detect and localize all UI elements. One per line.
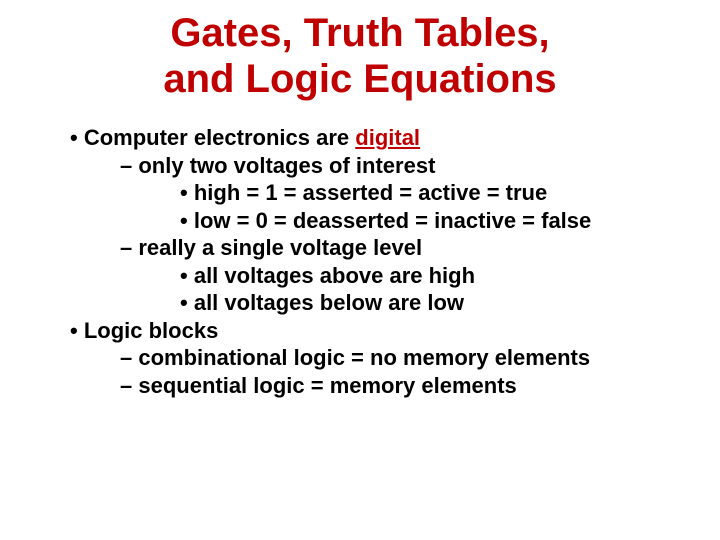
bullet-1-2-text: really a single voltage level [138,235,422,260]
slide: Gates, Truth Tables, and Logic Equations… [0,0,720,540]
slide-body: Computer electronics are digital only tw… [40,124,680,399]
bullet-2-1: combinational logic = no memory elements [120,344,680,372]
bullet-1-1: only two voltages of interest [120,152,680,180]
title-line-2: and Logic Equations [40,56,680,102]
bullet-1-2: really a single voltage level [120,234,680,262]
bullet-1-1-2-text: low = 0 = deasserted = inactive = false [194,208,591,233]
bullet-1-1-1: high = 1 = asserted = active = true [180,179,680,207]
bullet-2-2-text: sequential logic = memory elements [138,373,516,398]
bullet-2-text: Logic blocks [84,318,218,343]
bullet-1-1-1-text: high = 1 = asserted = active = true [194,180,547,205]
bullet-2-2: sequential logic = memory elements [120,372,680,400]
slide-title: Gates, Truth Tables, and Logic Equations [40,10,680,102]
bullet-1: Computer electronics are digital [70,124,680,152]
title-line-1: Gates, Truth Tables, [40,10,680,56]
bullet-1-2-1-text: all voltages above are high [194,263,475,288]
bullet-1-text-pre: Computer electronics are [84,125,355,150]
bullet-1-1-text: only two voltages of interest [138,153,435,178]
bullet-2: Logic blocks [70,317,680,345]
bullet-1-2-2: all voltages below are low [180,289,680,317]
bullet-2-1-text: combinational logic = no memory elements [138,345,590,370]
bullet-1-1-2: low = 0 = deasserted = inactive = false [180,207,680,235]
bullet-1-highlight: digital [355,125,420,150]
bullet-1-2-1: all voltages above are high [180,262,680,290]
bullet-1-2-2-text: all voltages below are low [194,290,464,315]
